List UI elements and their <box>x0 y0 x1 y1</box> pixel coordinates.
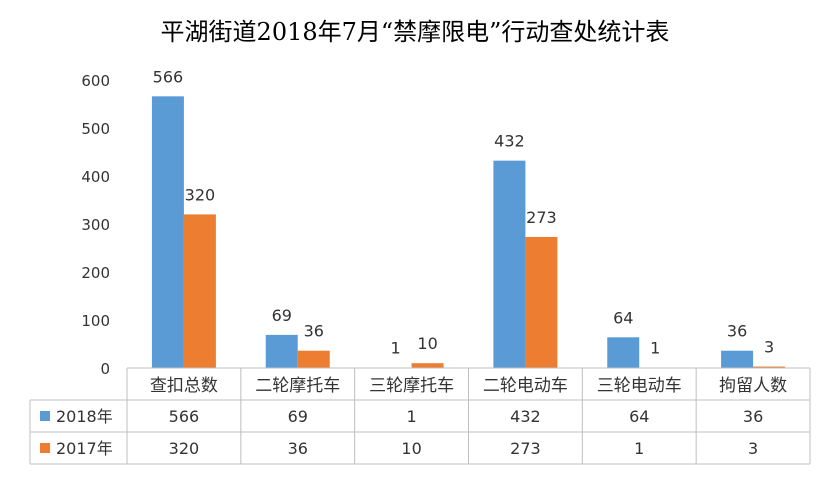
x-tick-label: 二轮电动车 <box>483 376 568 396</box>
bar-series-1 <box>151 96 184 368</box>
table-cell: 1 <box>634 439 644 458</box>
bar-series-1 <box>721 350 754 368</box>
y-tick-label: 200 <box>81 264 110 282</box>
table-cell: 69 <box>288 407 308 426</box>
data-table: 查扣总数 二轮摩托车 三轮摩托车 二轮电动车 三轮电动车 拘留人数 2018年 566 69 1 4… <box>29 367 811 465</box>
table-cell: 3 <box>748 439 758 458</box>
data-label: 566 <box>153 67 184 86</box>
bar-series-2 <box>183 214 216 368</box>
y-tick-label: 600 <box>81 72 110 90</box>
x-tick-label: 三轮摩托车 <box>369 376 454 396</box>
x-tick-label: 三轮电动车 <box>597 376 682 396</box>
data-label: 10 <box>417 334 437 353</box>
chart-data-labels: 566 320 69 36 1 10 432 273 64 1 36 3 <box>153 67 775 357</box>
legend-swatch-series-2 <box>40 443 50 453</box>
chart-axes: 0 100 200 300 400 500 600 <box>81 72 110 378</box>
data-label: 432 <box>494 132 525 151</box>
table-cell: 320 <box>169 439 200 458</box>
table-cell: 64 <box>629 407 649 426</box>
bar-series-2 <box>297 350 330 368</box>
bar-series-1 <box>265 334 298 368</box>
bar-series-1 <box>607 337 640 368</box>
bar-series-2 <box>525 236 558 368</box>
y-tick-label: 300 <box>81 216 110 234</box>
data-label: 1 <box>390 339 400 358</box>
data-label: 36 <box>304 322 324 341</box>
x-tick-label: 拘留人数 <box>719 376 787 396</box>
data-label: 273 <box>526 208 557 227</box>
bar-series-2 <box>753 366 786 368</box>
bar-series-2 <box>411 363 444 368</box>
table-cell: 432 <box>510 407 541 426</box>
y-tick-label: 500 <box>81 120 110 138</box>
x-tick-label: 二轮摩托车 <box>255 376 340 396</box>
legend-label: 2018年 <box>56 407 113 426</box>
data-label: 3 <box>764 338 774 357</box>
table-cell: 10 <box>401 439 421 458</box>
data-label: 69 <box>272 306 292 325</box>
data-label: 1 <box>650 339 660 358</box>
chart-bars <box>151 96 786 369</box>
data-label: 36 <box>727 322 747 341</box>
data-label: 320 <box>185 185 216 204</box>
chart-title: 平湖街道2018年7月“禁摩限电”行动查处统计表 <box>161 18 670 46</box>
y-tick-label: 100 <box>81 312 110 330</box>
table-cell: 566 <box>169 407 200 426</box>
legend-swatch-series-1 <box>40 411 50 421</box>
data-label: 64 <box>613 308 633 327</box>
table-cell: 273 <box>510 439 541 458</box>
table-cell: 1 <box>406 407 416 426</box>
x-tick-label: 查扣总数 <box>150 376 218 396</box>
bar-series-1 <box>493 160 526 368</box>
y-tick-label: 400 <box>81 168 110 186</box>
y-tick-label: 0 <box>100 360 110 378</box>
table-cell: 36 <box>743 407 763 426</box>
legend-label: 2017年 <box>56 439 113 458</box>
table-cell: 36 <box>288 439 308 458</box>
